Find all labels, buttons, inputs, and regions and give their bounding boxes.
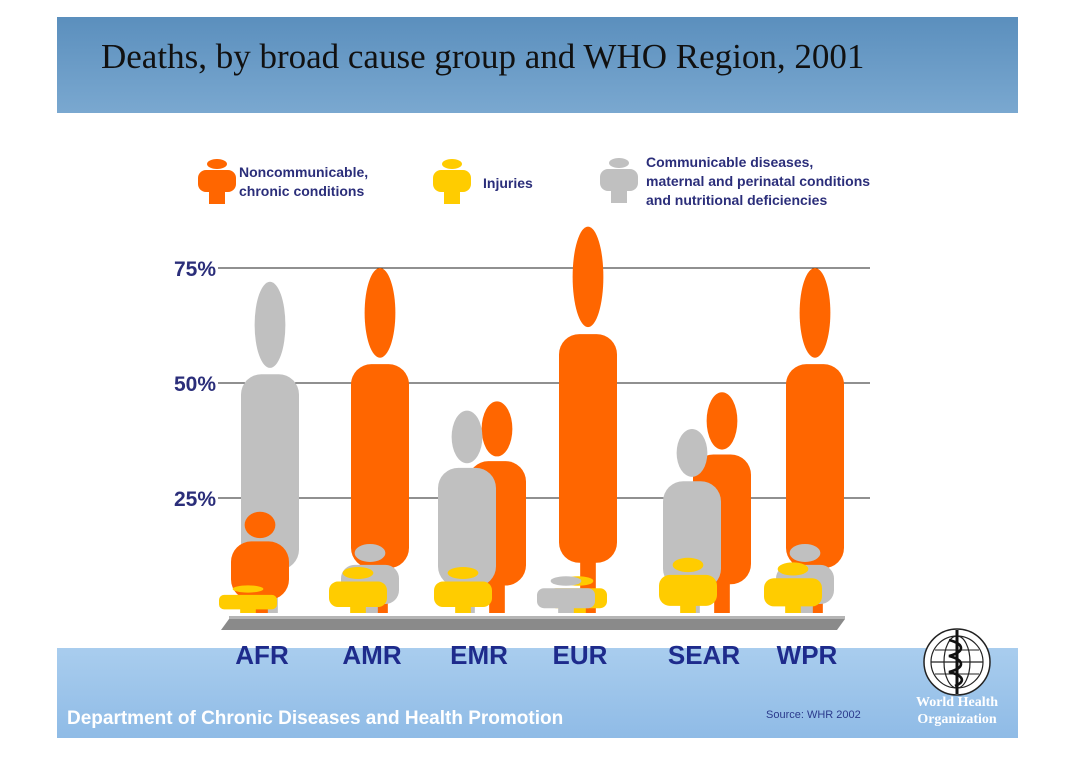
legend-icon-communicable: [600, 158, 638, 203]
y-tick-label: 50%: [174, 373, 216, 396]
slide-title: Deaths, by broad cause group and WHO Reg…: [101, 37, 865, 76]
source-note: Source: WHR 2002: [766, 709, 861, 721]
legend-label-communicable: Communicable diseases, maternal and perin…: [646, 154, 871, 208]
legend-icon-ncd: [198, 159, 236, 204]
injuries-figure: [764, 562, 822, 613]
region-label: AMR: [342, 640, 401, 670]
footer-band: Department of Chronic Diseases and Healt…: [57, 628, 1018, 738]
injuries-figure: [434, 567, 492, 613]
region-label: EUR: [553, 640, 608, 670]
legend-icon-injuries: [433, 159, 471, 204]
injuries-figure: [219, 585, 277, 613]
legend-label-injuries: Injuries: [483, 175, 533, 191]
region-label: WPR: [777, 640, 838, 670]
region-label: AFR: [235, 640, 289, 670]
who-emblem-icon: [923, 628, 991, 696]
y-tick-label: 75%: [174, 258, 216, 281]
floor-top: [229, 616, 845, 619]
y-tick-label: 25%: [174, 488, 216, 511]
floor-platform: [221, 619, 845, 630]
ncd-figure: [786, 268, 844, 613]
region-label: SEAR: [668, 640, 740, 670]
department-name: Department of Chronic Diseases and Healt…: [67, 708, 564, 729]
ncd-figure: [351, 268, 409, 613]
region-label: EMR: [450, 640, 508, 670]
legend-label-ncd: Noncommunicable, chronic conditions: [239, 164, 369, 199]
injuries-figure: [329, 567, 387, 613]
communicable-figure: [537, 576, 595, 613]
ncd-figure: [559, 226, 617, 613]
injuries-figure: [659, 557, 717, 613]
organization-name: World Health Organization: [915, 695, 999, 727]
title-band: Deaths, by broad cause group and WHO Reg…: [57, 17, 1018, 113]
